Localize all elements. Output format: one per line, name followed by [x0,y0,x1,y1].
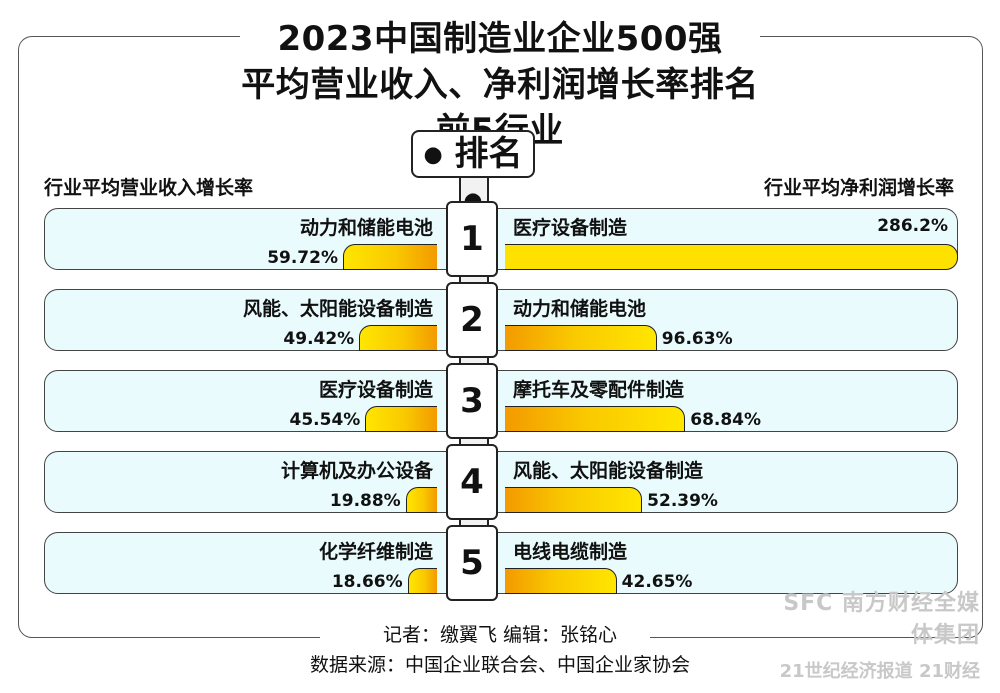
right-bar [505,244,958,270]
left-bar [405,487,437,513]
right-value-label: 52.39% [647,491,718,511]
logo-line-1: SFC 南方财经全媒体集团 [783,591,980,648]
left-bar [365,406,437,432]
right-category-label: 医疗设备制造 [513,217,628,239]
left-category-label: 动力和储能电池 [299,217,433,239]
rank-label: ● 排名 ● [411,130,535,213]
left-category-label: 风能、太阳能设备制造 [242,298,433,320]
right-category-label: 电线电缆制造 [513,541,628,563]
rank-label-text: 排名 [454,134,523,174]
right-category-label: 风能、太阳能设备制造 [513,460,704,482]
footer-mask [320,620,650,650]
title-line-1: 2023中国制造业企业500强 [277,19,723,59]
left-bar [407,568,437,594]
row-box [44,451,958,513]
right-category-label: 动力和储能电池 [513,298,647,320]
right-value-label: 42.65% [621,572,693,592]
right-value-label: 96.63% [661,329,733,349]
left-value-label: 49.42% [283,329,355,349]
row-box [44,370,958,432]
row-box [44,532,958,594]
rank-number: 4 [446,444,498,520]
right-category-label: 摩托车及零配件制造 [513,379,685,401]
publisher-logo: SFC 南方财经全媒体集团 21世纪经济报道 21财经 [770,585,980,683]
chart-title: 2023中国制造业企业500强 平均营业收入、净利润增长率排名前5行业 [240,16,760,151]
rank-number: 2 [446,282,498,358]
rank-number: 1 [446,201,498,277]
left-value-label: 19.88% [329,491,401,511]
left-category-label: 医疗设备制造 [318,379,433,401]
right-series-header: 行业平均净利润增长率 [763,177,954,199]
left-value-label: 45.54% [289,410,361,430]
left-bar [359,325,437,351]
left-value-label: 59.72% [267,248,338,268]
left-series-header: 行业平均营业收入增长率 [44,177,254,199]
left-category-label: 化学纤维制造 [318,541,433,563]
logo-line-2: 21世纪经济报道 21财经 [779,661,980,682]
left-value-label: 18.66% [331,572,403,592]
left-bar [343,244,437,270]
right-bar [505,406,686,432]
row-box [44,289,958,351]
right-bar [505,325,657,351]
right-value-label: 68.84% [690,410,762,430]
left-category-label: 计算机及办公设备 [280,460,433,482]
rank-number: 3 [446,363,498,439]
right-bar [505,487,643,513]
dot-icon: ● [423,142,443,168]
rank-number: 5 [446,525,498,601]
right-value-label: 286.2% [877,216,948,236]
right-bar [505,568,617,594]
footer-source: 数据来源：中国企业联合会、中国企业家协会 [309,654,690,676]
footer-credits: 记者：缴翼飞 编辑：张铭心 [382,624,618,646]
